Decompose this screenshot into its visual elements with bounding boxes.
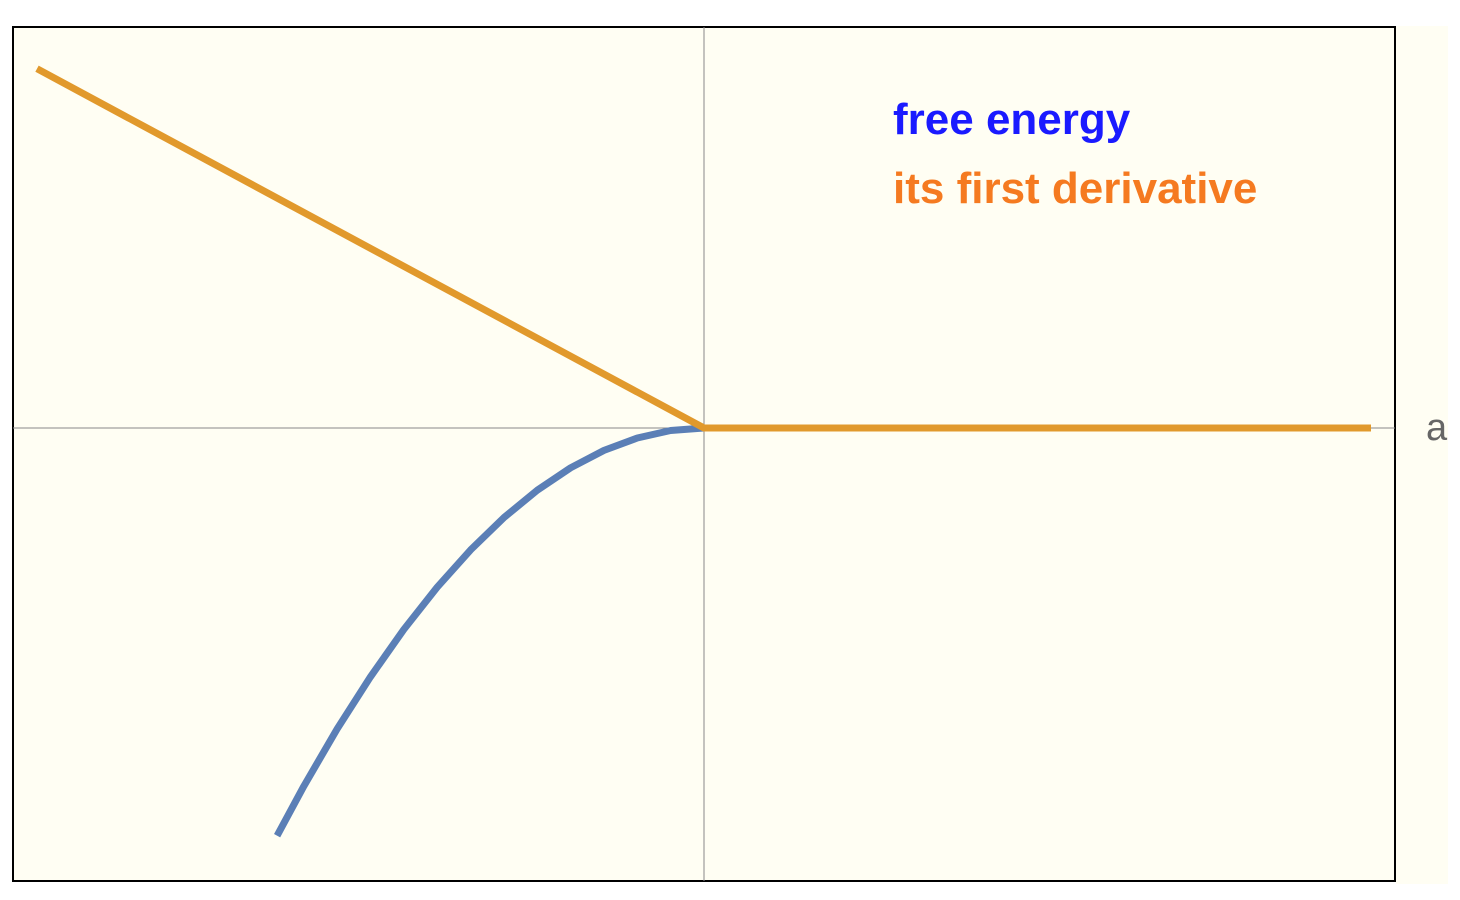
series-layer bbox=[35, 65, 1371, 838]
legend-entry-free-energy: free energy bbox=[893, 95, 1131, 144]
x-axis-label: a bbox=[1426, 407, 1448, 449]
series-line-its-first-derivative bbox=[35, 65, 1371, 432]
outer-strip bbox=[1396, 26, 1448, 884]
legend-entry-first-derivative: its first derivative bbox=[893, 164, 1257, 213]
